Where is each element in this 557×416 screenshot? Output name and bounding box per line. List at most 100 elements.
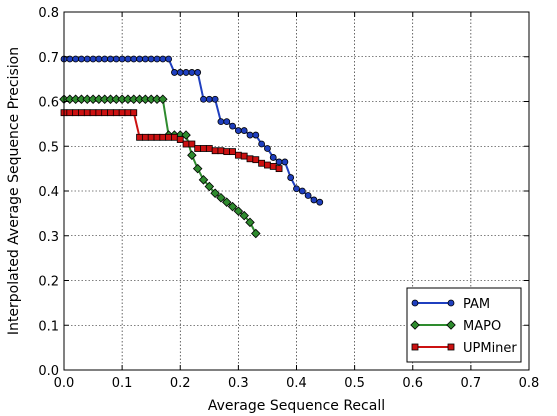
data-point-pam: [182, 69, 190, 76]
data-point-pam: [89, 55, 97, 63]
legend-label-mapo: MAPO: [463, 319, 501, 334]
legend-marker-upminer: [411, 343, 419, 351]
data-point-mapo: [204, 181, 215, 192]
legend: PAM MAPO UPMiner: [406, 287, 522, 363]
data-point-upminer: [188, 140, 196, 148]
data-point-pam: [171, 69, 178, 76]
axis-ticks: 0.0 0.1 0.2 0.3 0.4 0.5 0.6 0.7 0.8 0.0 0.1 0.2 0.3 0…: [38, 6, 539, 391]
data-point-pam: [223, 118, 231, 126]
x-tick-label: 0.8: [519, 376, 540, 391]
data-point-pam: [112, 55, 120, 63]
y-axis-label: Interpolated Average Sequence Precision: [6, 47, 22, 335]
data-point-upminer: [234, 151, 242, 159]
data-point-pam: [252, 131, 260, 139]
data-point-mapo: [187, 150, 197, 160]
legend-label-upminer: UPMiner: [463, 341, 517, 356]
data-point-mapo: [181, 130, 191, 140]
x-tick-label: 0.5: [344, 376, 365, 391]
y-tick-label: 0.8: [38, 6, 59, 21]
y-tick-label: 0.6: [38, 96, 59, 111]
data-point-pam: [165, 55, 173, 63]
data-point-mapo: [227, 201, 238, 212]
data-point-pam: [107, 55, 114, 63]
data-point-upminer: [89, 109, 97, 117]
data-point-pam: [205, 95, 213, 103]
legend-marker-pam: [447, 299, 455, 307]
data-point-upminer: [171, 133, 178, 141]
data-point-pam: [83, 55, 91, 63]
data-point-upminer: [83, 109, 91, 117]
data-point-upminer: [130, 109, 138, 117]
data-point-mapo: [216, 192, 226, 203]
data-point-upminer: [159, 133, 167, 141]
y-tick-label: 0.7: [38, 51, 59, 66]
x-axis-label: Average Sequence Recall: [208, 398, 385, 414]
series-pam: [60, 55, 324, 206]
data-point-pam: [234, 127, 242, 134]
data-point-upminer: [240, 152, 248, 160]
legend-marker-mapo: [410, 320, 420, 330]
legend-item-pam: PAM: [411, 297, 490, 312]
data-point-upminer: [153, 133, 161, 141]
series-line-pam: [64, 58, 321, 204]
data-point-upminer: [211, 147, 219, 155]
data-point-pam: [258, 140, 266, 148]
y-tick-label: 0.2: [38, 275, 59, 290]
data-point-upminer: [124, 109, 132, 117]
data-point-pam: [316, 198, 324, 206]
data-point-upminer: [78, 109, 85, 117]
data-point-pam: [269, 154, 277, 161]
y-tick-label: 0.1: [38, 319, 59, 334]
legend-item-upminer: UPMiner: [411, 341, 517, 356]
data-point-mapo: [158, 94, 168, 105]
data-point-upminer: [66, 109, 74, 117]
data-point-pam: [136, 55, 143, 63]
data-point-upminer: [107, 109, 114, 117]
x-tick-label: 0.7: [461, 376, 482, 391]
data-point-upminer: [182, 140, 190, 148]
x-tick-label: 0.0: [54, 376, 75, 391]
data-point-pam: [246, 131, 254, 139]
data-point-pam: [200, 95, 207, 103]
data-point-mapo: [210, 188, 220, 199]
data-point-upminer: [217, 147, 225, 155]
data-point-pam: [310, 196, 318, 204]
data-point-upminer: [194, 145, 202, 152]
data-point-pam: [298, 187, 306, 195]
data-point-pam: [287, 174, 295, 181]
data-point-upminer: [200, 145, 207, 152]
data-point-pam: [72, 55, 80, 63]
data-point-upminer: [176, 136, 184, 143]
data-point-pam: [229, 122, 236, 130]
data-point-pam: [176, 69, 184, 76]
data-point-upminer: [72, 109, 80, 117]
series-mapo: [59, 94, 261, 239]
data-point-pam: [188, 69, 196, 76]
data-point-pam: [293, 185, 300, 193]
data-point-pam: [124, 55, 132, 63]
data-point-pam: [95, 55, 103, 63]
data-point-mapo: [239, 210, 249, 221]
data-point-pam: [101, 55, 109, 63]
data-point-upminer: [269, 162, 277, 170]
data-point-upminer: [229, 148, 236, 156]
legend-label-pam: PAM: [463, 297, 490, 312]
data-point-pam: [153, 55, 161, 63]
data-point-pam: [304, 192, 312, 199]
data-point-pam: [159, 55, 167, 63]
x-tick-label: 0.2: [170, 376, 191, 391]
data-point-pam: [78, 55, 85, 63]
data-point-upminer: [141, 133, 149, 141]
data-point-upminer: [264, 161, 271, 169]
data-point-upminer: [223, 148, 231, 156]
legend-item-mapo: MAPO: [410, 319, 501, 334]
data-point-mapo: [192, 163, 203, 174]
data-point-mapo: [221, 197, 232, 207]
data-point-upminer: [205, 145, 213, 152]
data-point-upminer: [147, 133, 155, 141]
data-point-mapo: [251, 228, 261, 239]
data-point-pam: [118, 55, 126, 63]
series-upminer: [60, 109, 283, 173]
data-point-pam: [275, 158, 283, 166]
